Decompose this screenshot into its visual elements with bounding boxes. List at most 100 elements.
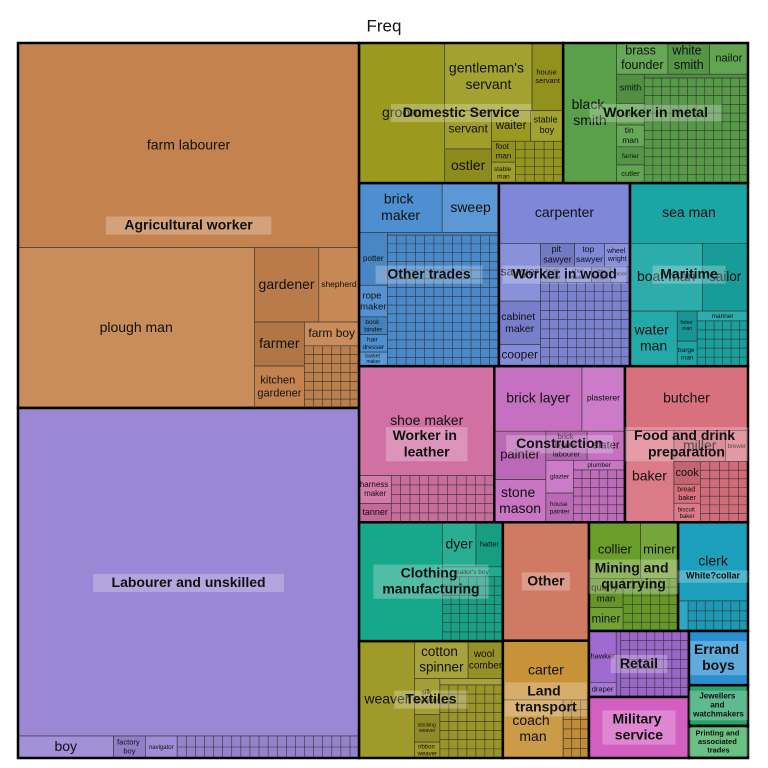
leaf-label: hawker [590,652,615,661]
leaf [688,725,749,759]
leaf-label: waiter [495,120,527,132]
leaf-label: hair dresser [362,336,385,350]
leaf-label: house painter [550,501,571,515]
leaf-label: brick maker [381,190,420,222]
minor-area [515,141,564,184]
leaf [677,600,689,632]
leaf-label: coach man [512,712,553,744]
group-label-bg [375,265,483,284]
leaf [491,110,531,142]
leaf [358,182,443,233]
leaf-label: chair maker [571,269,586,281]
leaf [493,479,547,523]
group-label: Construction [516,435,603,451]
leaf [358,640,416,759]
minor-cells [439,684,503,758]
minor-cells [304,345,360,408]
leaf-label: farm boy [308,326,355,340]
leaf [414,714,441,743]
group-label: Retail [620,655,658,671]
group-label-bg [624,427,749,462]
leaf-label: wheel wright [606,248,627,263]
leaf [502,699,564,759]
leaf [629,310,678,367]
minor-area [391,475,495,523]
leaf-label: water man [634,321,673,353]
leaf [502,640,590,701]
group-label: Errand boys [694,641,743,673]
group-label-bg [588,559,679,594]
leaf-label: bread baker [677,487,697,502]
leaf-label: nailor [715,53,742,65]
leaf-label: farrier [622,153,640,160]
leaf-label: shoe maker [390,412,463,428]
leaf [387,232,500,236]
group-label-bg [688,727,749,756]
leaf-label: silk weaver [415,689,439,704]
leaf-label: sweep [450,198,491,214]
group-label: Clothing manufacturing [382,564,479,596]
leaf [441,182,500,233]
leaf-label: brush maker [546,269,561,281]
group-label: Other [527,572,565,588]
minor-cells [688,600,748,632]
group-label: Food and drink preparation [634,427,739,459]
minor-area [700,461,748,523]
leaf-label: factory boy [117,738,142,756]
leaf-label: ribbon weaver [417,744,437,757]
group-label-bg [506,435,614,454]
leaf-label: sailor [709,269,742,284]
leaf-label: stable man [494,166,513,180]
leaf-label: farmer [259,335,300,351]
leaf-label: brass founder [621,44,663,72]
leaf-label: ship wright [595,269,609,281]
leaf [439,678,504,686]
leaf-label: hatter [480,540,500,549]
leaf-label: striker [622,111,641,118]
leaf-label: boat man [637,268,695,284]
leaf [545,430,588,461]
leaf [498,243,541,302]
group-label: Labourer and unskilled [112,574,266,590]
leaf [701,242,749,312]
leaf-label: miner [592,613,621,625]
group-label: Other trades [387,265,470,281]
leaf-label: ostler [451,157,486,173]
leaf-label: weaver [363,690,409,706]
leaf-label: sea man [662,204,716,220]
labels: Agricultural worker Labourer and unskille… [93,104,749,756]
leaf-label: house servant [535,67,561,85]
leaf-label: harness maker [360,480,391,498]
leaf [358,475,392,504]
group-label: Land transport [515,682,577,714]
leaf [624,430,675,523]
leaf-label: carpenter [535,204,594,220]
chart-title: Freq [367,16,402,35]
leaf [475,521,504,568]
leaf [502,521,590,641]
minor-cells [540,282,631,367]
minor-cells [700,461,748,523]
leaf-label: navigator [149,745,174,751]
leaf-label: quarry man [591,582,621,604]
leaf [318,247,360,323]
leaf [17,407,360,737]
leaf-label: cutler [621,169,640,178]
leaf-label: cooper [501,348,538,362]
group-label-bg [502,265,627,284]
leaf-label: miner [643,542,676,557]
leaf-label: potter [363,254,384,263]
group-label-bg [602,710,676,745]
leaf [254,247,320,323]
leaf-label: cook [676,467,700,479]
leaf-label: brewer [728,444,746,450]
group-label-bg [689,690,748,721]
leaf [629,182,749,244]
leaf [414,678,441,715]
leaf [588,578,624,608]
group-label-bg [610,654,668,674]
leaf [358,365,495,476]
group-label-bg [373,564,489,599]
leaf [688,684,749,727]
leaf-label: boy [54,738,77,754]
